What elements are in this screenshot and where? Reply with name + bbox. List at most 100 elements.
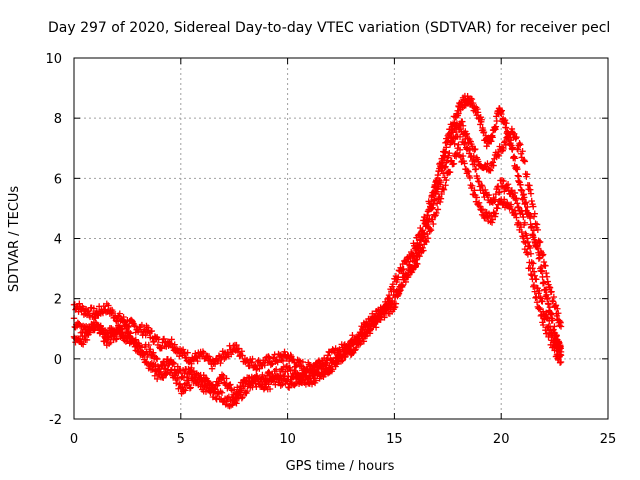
- data-point-interp: [366, 327, 374, 334]
- data-point: [188, 364, 195, 372]
- data-point-interp: [504, 181, 512, 188]
- data-point-interp: [450, 160, 458, 167]
- data-point-interp: [253, 366, 260, 373]
- data-point-interp: [171, 341, 178, 348]
- data-point-interp: [210, 389, 217, 397]
- data-point-interp: [239, 352, 246, 359]
- data-point-interp: [349, 332, 356, 339]
- data-point-interp: [539, 298, 546, 305]
- data-point-interp: [193, 370, 201, 377]
- data-point-interp: [238, 385, 246, 392]
- data-point-interp: [552, 302, 560, 309]
- data-point: [145, 341, 152, 349]
- data-point-interp: [546, 284, 554, 291]
- data-point-interp: [542, 262, 549, 270]
- data-point-interp: [402, 278, 410, 286]
- data-point-interp: [521, 200, 529, 207]
- data-point-interp: [279, 381, 286, 388]
- data-point-interp: [153, 354, 160, 362]
- data-point-interp: [167, 340, 175, 347]
- data-point-interp: [335, 358, 342, 365]
- data-point-interp: [544, 324, 551, 331]
- data-point-interp: [483, 142, 490, 150]
- data-point-interp: [395, 287, 402, 294]
- data-point-interp: [522, 239, 529, 247]
- data-point-interp: [505, 129, 512, 137]
- data-point-interp: [157, 368, 164, 376]
- data-point-interp: [461, 140, 468, 148]
- data-point-interp: [511, 189, 519, 197]
- data-point-interp: [182, 387, 189, 394]
- data-point-interp: [200, 349, 207, 357]
- data-point-interp: [463, 146, 471, 153]
- data-point-interp: [265, 353, 272, 360]
- data-point-interp: [299, 358, 307, 366]
- data-point: [284, 368, 291, 375]
- data-point-interp: [500, 177, 507, 185]
- data-point-interp: [456, 146, 464, 154]
- data-point-interp: [427, 225, 434, 233]
- data-point-interp: [524, 251, 532, 258]
- data-point: [209, 381, 217, 388]
- data-point-interp: [238, 348, 246, 355]
- data-point-interp: [381, 314, 388, 321]
- data-point: [530, 260, 537, 267]
- y-tick-label: 6: [54, 172, 62, 187]
- y-tick-label: 4: [54, 233, 62, 248]
- data-point-interp: [234, 392, 242, 399]
- data-point-interp: [424, 218, 431, 225]
- data-point: [489, 134, 496, 141]
- data-point-interp: [430, 220, 437, 228]
- data-point-interp: [378, 308, 386, 315]
- data-point-interp: [507, 201, 515, 208]
- data-point-interp: [440, 186, 448, 193]
- data-point: [476, 203, 484, 210]
- data-point-interp: [413, 260, 420, 267]
- data-point-interp: [184, 349, 191, 356]
- data-point-interp: [186, 385, 194, 392]
- x-tick-label: 15: [386, 432, 403, 447]
- data-point-interp: [526, 182, 533, 189]
- y-tick-label: 8: [54, 112, 62, 127]
- data-point-interp: [527, 190, 535, 197]
- data-point-interp: [398, 283, 406, 290]
- data-point-interp: [526, 214, 534, 222]
- data-point-interp: [440, 185, 447, 192]
- data-point-interp: [416, 241, 423, 248]
- x-tick-label: 20: [493, 432, 510, 447]
- data-point-interp: [99, 324, 106, 332]
- data-point-interp: [494, 183, 501, 191]
- data-point-interp: [116, 310, 123, 317]
- data-point-interp: [148, 327, 156, 335]
- data-point-interp: [398, 282, 405, 289]
- data-point-interp: [538, 311, 545, 318]
- data-point-interp: [513, 214, 520, 221]
- data-point-interp: [501, 138, 509, 145]
- data-point-interp: [327, 366, 335, 373]
- data-point-interp: [472, 145, 479, 153]
- data-point-interp: [437, 195, 445, 202]
- data-point-interp: [420, 233, 427, 240]
- data-point-interp: [556, 359, 564, 366]
- data-point-interp: [233, 341, 240, 349]
- y-tick-label: 0: [54, 353, 62, 368]
- data-point-interp: [180, 374, 188, 381]
- data-point-interp: [196, 374, 204, 382]
- data-point-interp: [521, 194, 528, 201]
- data-point-interp: [515, 173, 522, 180]
- data-point-interp: [491, 196, 499, 203]
- data-point-interp: [274, 374, 281, 381]
- data-point-interp: [520, 157, 528, 164]
- data-point-interp: [464, 167, 471, 175]
- data-point-interp: [501, 117, 509, 124]
- data-point-interp: [205, 385, 213, 392]
- data-point-interp: [443, 144, 450, 151]
- data-point-interp: [160, 335, 168, 343]
- data-point: [540, 279, 548, 286]
- data-point-interp: [492, 210, 500, 217]
- data-point-interp: [131, 321, 138, 329]
- data-point-interp: [446, 168, 454, 176]
- data-point-interp: [375, 316, 383, 324]
- data-point-interp: [105, 302, 112, 309]
